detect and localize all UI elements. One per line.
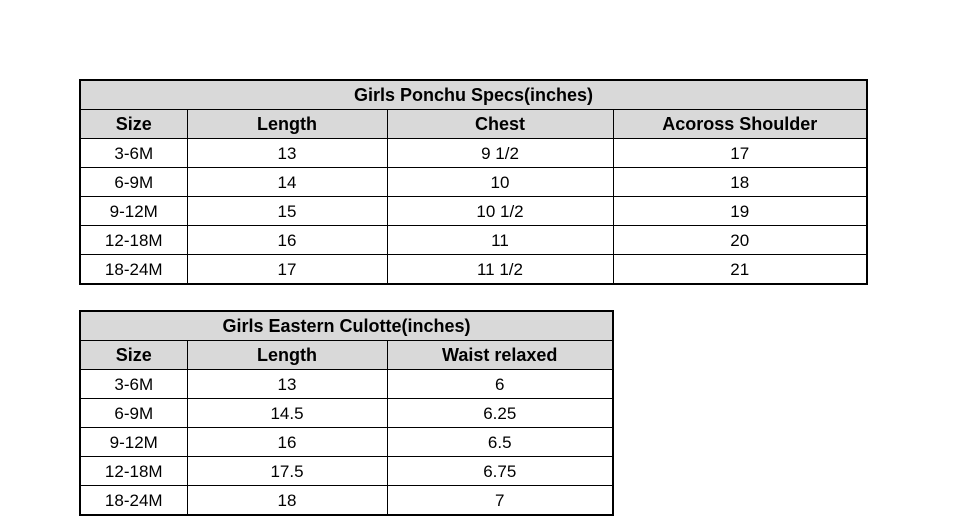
table-cell: 6.25 xyxy=(386,398,614,428)
table-row: 6-9M 14.5 6.25 xyxy=(79,398,614,428)
girls-ponchu-specs-table: Girls Ponchu Specs(inches) Size Length Ches… xyxy=(79,79,868,285)
table-row: 18-24M 17 11 1/2 21 xyxy=(79,254,868,285)
table-cell: 7 xyxy=(386,485,614,516)
table-header-row: Size Length Waist relaxed xyxy=(79,340,614,370)
table-cell: 18-24M xyxy=(79,485,188,516)
table-cell: 12-18M xyxy=(79,225,188,255)
table-cell: 10 xyxy=(386,167,614,197)
table-title-row: Girls Eastern Culotte(inches) xyxy=(79,310,614,341)
table-cell: 11 xyxy=(386,225,614,255)
table-cell: 14.5 xyxy=(186,398,388,428)
table-cell: 13 xyxy=(186,369,388,399)
table-cell: 17.5 xyxy=(186,456,388,486)
column-header: Acoross Shoulder xyxy=(612,109,868,139)
column-header: Waist relaxed xyxy=(386,340,614,370)
table-cell: 16 xyxy=(186,427,388,457)
table-cell: 17 xyxy=(612,138,868,168)
table-row: 9-12M 16 6.5 xyxy=(79,427,614,457)
table-cell: 18-24M xyxy=(79,254,188,285)
table-cell: 14 xyxy=(186,167,388,197)
table-row: 3-6M 13 6 xyxy=(79,369,614,399)
table-cell: 21 xyxy=(612,254,868,285)
table-header-row: Size Length Chest Acoross Shoulder xyxy=(79,109,868,139)
table-cell: 15 xyxy=(186,196,388,226)
table-cell: 3-6M xyxy=(79,369,188,399)
table-cell: 12-18M xyxy=(79,456,188,486)
table-cell: 20 xyxy=(612,225,868,255)
table-title: Girls Ponchu Specs(inches) xyxy=(79,79,868,110)
girls-eastern-culotte-table: Girls Eastern Culotte(inches) Size Length W… xyxy=(79,310,614,516)
table-cell: 16 xyxy=(186,225,388,255)
table-cell: 18 xyxy=(186,485,388,516)
table-cell: 19 xyxy=(612,196,868,226)
table-cell: 11 1/2 xyxy=(386,254,614,285)
column-header: Length xyxy=(186,340,388,370)
table-cell: 10 1/2 xyxy=(386,196,614,226)
table-cell: 9-12M xyxy=(79,427,188,457)
table-cell: 6-9M xyxy=(79,398,188,428)
table-cell: 9-12M xyxy=(79,196,188,226)
table-cell: 6.75 xyxy=(386,456,614,486)
table-cell: 13 xyxy=(186,138,388,168)
table-row: 6-9M 14 10 18 xyxy=(79,167,868,197)
table-cell: 17 xyxy=(186,254,388,285)
table-cell: 6.5 xyxy=(386,427,614,457)
table-row: 3-6M 13 9 1/2 17 xyxy=(79,138,868,168)
table-row: 18-24M 18 7 xyxy=(79,485,614,516)
column-header: Length xyxy=(186,109,388,139)
table-cell: 6 xyxy=(386,369,614,399)
column-header: Size xyxy=(79,340,188,370)
table-cell: 3-6M xyxy=(79,138,188,168)
column-header: Chest xyxy=(386,109,614,139)
table-cell: 18 xyxy=(612,167,868,197)
column-header: Size xyxy=(79,109,188,139)
table-title-row: Girls Ponchu Specs(inches) xyxy=(79,79,868,110)
table-row: 12-18M 16 11 20 xyxy=(79,225,868,255)
table-row: 9-12M 15 10 1/2 19 xyxy=(79,196,868,226)
table-title: Girls Eastern Culotte(inches) xyxy=(79,310,614,341)
table-cell: 6-9M xyxy=(79,167,188,197)
table-row: 12-18M 17.5 6.75 xyxy=(79,456,614,486)
table-cell: 9 1/2 xyxy=(386,138,614,168)
